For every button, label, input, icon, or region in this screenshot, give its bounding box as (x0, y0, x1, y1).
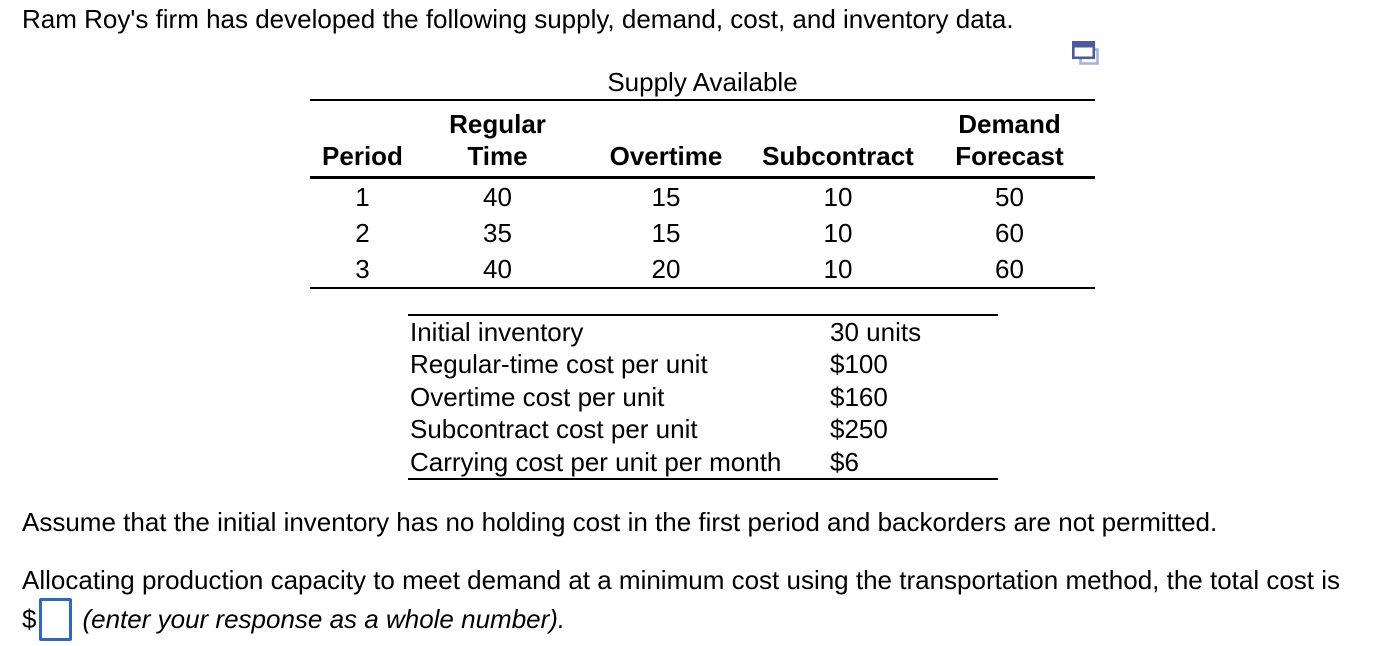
copy-icon[interactable] (1071, 40, 1101, 68)
cost-value: $160 (830, 381, 888, 412)
supply-table: Supply Available Period Regular Time Ove… (310, 68, 1095, 289)
supply-cell: 40 (415, 251, 580, 289)
cost-label: Subcontract cost per unit (410, 414, 698, 445)
supply-cell: 40 (483, 182, 512, 212)
supply-cell: 15 (651, 218, 681, 248)
supply-cell: 10 (752, 251, 924, 289)
supply-table-container: Supply Available Period Regular Time Ove… (310, 68, 1095, 289)
answer-row: $ (enter your response as a whole number… (22, 597, 565, 641)
intro-text: Ram Roy's firm has developed the followi… (22, 4, 1014, 34)
supply-cell: 60 (924, 251, 1095, 289)
cost-value: $250 (830, 414, 888, 445)
cost-label: Overtime cost per unit (410, 381, 665, 412)
supply-cell: 50 (995, 182, 1024, 212)
copy-icon-glyph (1071, 40, 1099, 65)
supply-cell: 1 (355, 182, 370, 212)
cost-row: Subcontract cost per unit $250 (408, 413, 998, 445)
cost-label: Carrying cost per unit per month (410, 446, 782, 477)
supply-cell: 2 (355, 218, 370, 248)
cost-label: Initial inventory (410, 317, 584, 347)
cost-row: Overtime cost per unit $160 (408, 381, 998, 413)
column-header-demand-forecast: Demand Forecast (924, 99, 1095, 179)
cost-value: 30 units (830, 317, 922, 347)
answer-input[interactable] (39, 597, 73, 641)
supply-table-title: Supply Available (607, 67, 798, 97)
column-header-regular-time: Regular Time (415, 99, 580, 179)
supply-header-row: Period Regular Time Overtime Subcontract… (310, 99, 1095, 179)
assumption-text: Assume that the initial inventory has no… (22, 507, 1218, 537)
answer-hint: (enter your response as a whole number). (82, 604, 566, 634)
supply-cell: 60 (995, 218, 1024, 248)
supply-cell: 3 (310, 251, 415, 289)
supply-cell: 15 (651, 182, 681, 212)
supply-cell: 10 (823, 218, 853, 248)
column-header-period: Period (310, 99, 415, 179)
table-row: 3 40 20 10 60 (310, 251, 1095, 289)
column-header-subcontract: Subcontract (752, 99, 924, 179)
supply-cell: 20 (580, 251, 752, 289)
question-text: Allocating production capacity to meet d… (22, 565, 1341, 595)
cost-table: Initial inventory 30 units Regular-time … (408, 314, 998, 481)
cost-value: $6 (830, 446, 859, 477)
cost-row: Initial inventory 30 units (408, 315, 998, 348)
cost-label: Regular-time cost per unit (410, 349, 708, 380)
cost-row: Carrying cost per unit per month $6 (408, 446, 998, 479)
cost-row: Regular-time cost per unit $100 (408, 348, 998, 380)
table-row: 2 35 15 10 60 (310, 215, 1095, 251)
supply-cell: 10 (823, 182, 853, 212)
supply-cell: 35 (483, 218, 512, 248)
currency-symbol: $ (22, 603, 37, 634)
cost-value: $100 (830, 349, 888, 380)
table-row: 1 40 15 10 50 (310, 178, 1095, 216)
column-header-overtime: Overtime (580, 99, 752, 179)
cost-table-container: Initial inventory 30 units Regular-time … (408, 314, 998, 481)
